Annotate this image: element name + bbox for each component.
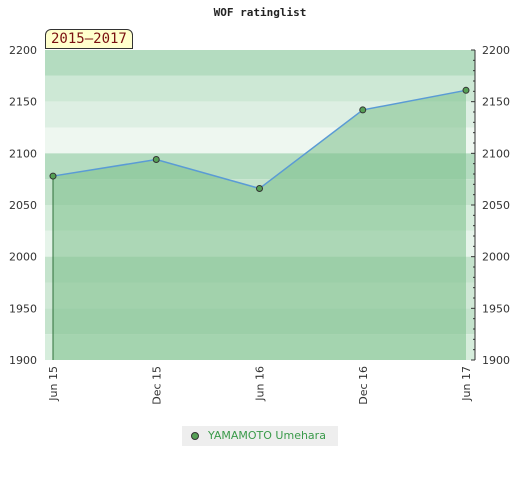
y-tick-label-right: 2000 bbox=[482, 251, 510, 264]
data-point bbox=[359, 106, 367, 114]
plot-band bbox=[45, 75, 475, 102]
y-tick-label-right: 1900 bbox=[482, 354, 510, 367]
y-tick-label-right: 2050 bbox=[482, 199, 510, 212]
chart-legend: YAMAMOTO Umehara bbox=[182, 426, 338, 446]
period-badge: 2015–2017 bbox=[45, 29, 133, 49]
series-area bbox=[53, 90, 466, 361]
y-tick-label-left: 2200 bbox=[9, 44, 37, 57]
legend-label: YAMAMOTO Umehara bbox=[208, 429, 326, 442]
plot-band bbox=[45, 50, 475, 76]
x-tick-label: Jun 16 bbox=[254, 366, 267, 402]
x-tick-label: Jun 17 bbox=[460, 366, 473, 402]
y-tick-label-right: 2150 bbox=[482, 96, 510, 109]
chart-title: WOF ratinglist bbox=[213, 6, 307, 19]
y-tick-label-right: 2100 bbox=[482, 147, 510, 160]
y-tick-label-left: 2150 bbox=[9, 96, 37, 109]
y-tick-label-right: 1950 bbox=[482, 302, 510, 315]
legend-marker bbox=[191, 432, 199, 440]
data-point bbox=[462, 86, 470, 94]
y-tick-label-right: 2200 bbox=[482, 44, 510, 57]
y-tick-label-left: 2100 bbox=[9, 147, 37, 160]
x-tick-label: Dec 15 bbox=[150, 366, 163, 405]
y-tick-label-left: 2050 bbox=[9, 199, 37, 212]
data-point bbox=[49, 172, 57, 180]
x-tick-label: Dec 16 bbox=[357, 366, 370, 405]
y-tick-label-left: 2000 bbox=[9, 251, 37, 264]
y-tick-label-left: 1900 bbox=[9, 354, 37, 367]
y-tick-label-left: 1950 bbox=[9, 302, 37, 315]
data-point bbox=[152, 156, 160, 164]
x-tick-label: Jun 15 bbox=[47, 366, 60, 402]
data-point bbox=[256, 184, 263, 192]
